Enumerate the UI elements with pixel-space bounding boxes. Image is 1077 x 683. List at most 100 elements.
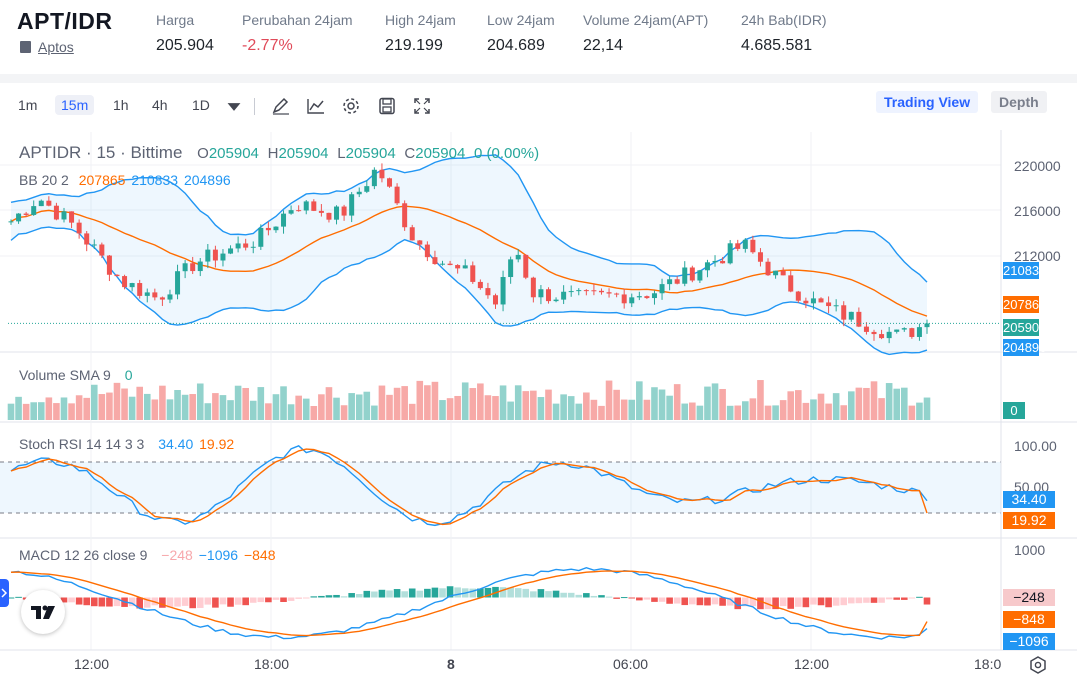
timeframe-1h[interactable]: 1h: [113, 97, 129, 113]
candle-body: [326, 212, 332, 220]
timeframe-4h[interactable]: 4h: [152, 97, 168, 113]
candle-body: [23, 213, 29, 215]
volume-bar: [318, 394, 325, 420]
stat-turnover: 24h Bab(IDR) 4.685.581: [741, 12, 827, 55]
volume-bar: [643, 399, 651, 420]
macd-histogram-bar: [689, 597, 696, 605]
macd-legend: MACD 12 26 close 9 −248 −1096 −848: [19, 547, 276, 563]
volume-bar: [454, 395, 461, 420]
fullscreen-icon[interactable]: [412, 97, 432, 115]
timeframe-15m[interactable]: 15m: [55, 95, 95, 115]
volume-bar: [159, 385, 166, 420]
volume-bar: [196, 383, 204, 420]
macd-histogram-bar: [416, 590, 424, 598]
macd-histogram-bar: [855, 597, 863, 604]
candle-body: [394, 186, 400, 204]
macd-histogram-bar: [431, 587, 439, 598]
volume-bar: [719, 388, 726, 420]
candle-body: [46, 200, 52, 206]
candle-body: [212, 249, 218, 261]
settings-gear-icon[interactable]: [341, 97, 361, 115]
candle-body: [500, 277, 506, 305]
volume-bar: [923, 397, 931, 420]
macd-histogram-bar: [916, 596, 923, 598]
macd-histogram-bar: [885, 597, 893, 600]
macd-histogram-bar: [825, 597, 832, 608]
candle-body: [856, 311, 862, 327]
macd-histogram-bar: [817, 597, 825, 606]
macd-histogram-bar: [401, 591, 408, 598]
candle-body: [538, 289, 544, 298]
trading-view-button[interactable]: Trading View: [876, 91, 979, 113]
candle-body: [871, 331, 877, 335]
volume-bar: [113, 382, 121, 420]
candle-body: [334, 206, 340, 220]
candle-body: [76, 222, 82, 234]
save-icon[interactable]: [377, 97, 397, 115]
timeframe-1m[interactable]: 1m: [18, 97, 38, 113]
macd-histogram-bar: [742, 597, 749, 607]
stat-label: 24h Bab(IDR): [741, 12, 827, 28]
stat-label: Volume 24jam(APT): [583, 12, 709, 28]
volume-bar: [143, 393, 151, 420]
reset-settings-icon[interactable]: [1028, 655, 1048, 675]
bb-lower-line: [10, 226, 928, 356]
volume-bar: [734, 405, 742, 420]
ohlc-c-value: 205904: [415, 145, 466, 162]
macd-histogram-bar: [704, 597, 711, 606]
chevron-down-icon[interactable]: [224, 98, 244, 116]
candle-body: [515, 254, 521, 260]
volume-bar: [711, 383, 719, 420]
macd-hist-badge: −248: [1003, 589, 1055, 606]
volume-bar: [825, 403, 832, 420]
macd-histogram-bar: [280, 597, 287, 602]
volume-bar: [212, 393, 219, 420]
indicator-line-icon[interactable]: [306, 97, 326, 115]
candle-body: [795, 291, 801, 301]
macd-histogram-bar: [7, 597, 15, 599]
volume-bar: [863, 387, 870, 420]
last-price-badge: 205904: [1003, 319, 1047, 336]
price-tick: 212000: [1014, 248, 1061, 264]
depth-button[interactable]: Depth: [991, 91, 1047, 113]
volume-bar: [567, 396, 575, 420]
volume-bar: [666, 395, 673, 420]
candle-body: [243, 243, 249, 248]
candle-body: [636, 296, 642, 298]
side-panel-toggle[interactable]: [0, 579, 9, 607]
macd-histogram-bar: [393, 589, 401, 598]
volume-bar: [371, 405, 378, 420]
volume-bar: [893, 388, 901, 420]
macd-histogram-bar: [719, 597, 726, 606]
volume-bar: [280, 386, 287, 420]
bb-label: BB 20 2: [19, 172, 69, 188]
draw-pen-icon[interactable]: [271, 97, 291, 115]
macd-histogram-bar: [272, 597, 280, 600]
candle-body: [773, 270, 779, 276]
candle-body: [341, 206, 347, 216]
macd-histogram-bar: [878, 597, 885, 603]
volume-bar: [348, 393, 355, 420]
macd-histogram-bar: [159, 597, 166, 608]
ohlc-o-label: O: [197, 145, 209, 162]
volume-bar: [530, 390, 537, 420]
stat-value: 205.904: [156, 37, 214, 54]
candle-body: [303, 201, 309, 211]
volume-bar: [469, 388, 477, 420]
chevron-right-icon: [1, 588, 8, 598]
candle-body: [424, 244, 430, 258]
candle-body: [144, 292, 150, 296]
volume-bar: [855, 387, 863, 420]
volume-bar: [45, 397, 53, 420]
candle-body: [561, 291, 567, 300]
volume-bar: [249, 400, 257, 420]
timeframe-1d[interactable]: 1D: [192, 97, 210, 113]
coin-link[interactable]: Aptos: [20, 39, 74, 55]
ohlc-l-value: 205904: [345, 145, 396, 162]
candle-body: [742, 239, 748, 249]
volume-bar: [136, 386, 143, 420]
macd-histogram-bar: [681, 597, 689, 606]
tradingview-logo[interactable]: [21, 590, 65, 634]
volume-bar: [393, 387, 401, 420]
